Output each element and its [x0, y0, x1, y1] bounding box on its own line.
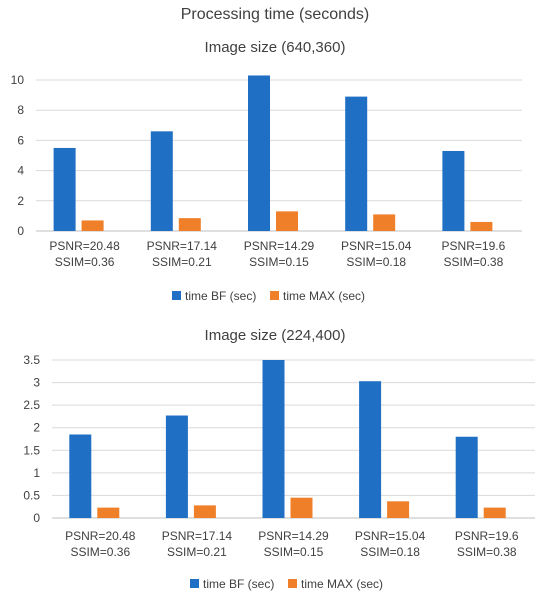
legend-label-time-bf: time BF (sec) — [203, 577, 274, 591]
legend-swatch-time-max — [270, 291, 279, 300]
y-tick-label: 2 — [17, 194, 24, 208]
x-category-label-ssim: SSIM=0.21 — [152, 255, 212, 269]
y-tick-label: 0.5 — [23, 488, 40, 502]
chart-title: Image size (640,360) — [205, 39, 346, 56]
legend-swatch-time-bf — [172, 291, 181, 300]
x-category-label-psnr: PSNR=17.14 — [162, 529, 233, 543]
y-tick-label: 10 — [11, 73, 25, 87]
y-tick-label: 0 — [33, 511, 40, 525]
bar-time-max — [97, 507, 120, 518]
x-category-label-ssim: SSIM=0.18 — [346, 255, 406, 269]
bar-time-max — [290, 497, 313, 518]
x-category-label-psnr: PSNR=15.04 — [341, 239, 412, 253]
legend-label-time-max: time MAX (sec) — [283, 289, 365, 303]
legend-label-time-max: time MAX (sec) — [301, 577, 383, 591]
bar-time-max — [276, 211, 298, 231]
y-tick-label: 2.5 — [23, 398, 40, 412]
y-tick-label: 3 — [33, 376, 40, 390]
x-category-label-ssim: SSIM=0.15 — [249, 255, 309, 269]
x-category-label-psnr: PSNR=19.6 — [455, 529, 519, 543]
x-category-label-psnr: PSNR=15.04 — [355, 529, 426, 543]
x-category-label-psnr: PSNR=20.48 — [65, 529, 136, 543]
bar-time-bf — [262, 360, 285, 518]
y-tick-label: 1 — [33, 466, 40, 480]
bar-time-bf — [53, 147, 76, 231]
legend-label-time-bf: time BF (sec) — [185, 289, 256, 303]
bar-time-max — [193, 505, 216, 518]
x-category-label-psnr: PSNR=19.6 — [442, 239, 506, 253]
bar-time-max — [483, 507, 506, 518]
x-category-label-psnr: PSNR=20.48 — [49, 239, 120, 253]
bar-time-bf — [359, 381, 382, 518]
bar-time-max — [178, 218, 201, 231]
x-category-label-ssim: SSIM=0.15 — [264, 545, 324, 559]
y-tick-label: 8 — [17, 103, 24, 117]
x-category-label-psnr: PSNR=14.29 — [258, 529, 329, 543]
bar-time-max — [387, 501, 410, 518]
y-tick-label: 2 — [33, 421, 40, 435]
x-category-label-ssim: SSIM=0.36 — [70, 545, 130, 559]
bar-time-bf — [165, 415, 188, 518]
y-tick-label: 3.5 — [23, 353, 40, 367]
chart-title: Image size (224,400) — [205, 327, 346, 344]
bar-time-bf — [150, 131, 173, 231]
y-tick-label: 6 — [17, 133, 24, 147]
bar-time-bf — [442, 150, 465, 231]
y-tick-label: 0 — [17, 224, 24, 238]
x-category-label-ssim: SSIM=0.36 — [55, 255, 115, 269]
bar-time-bf — [248, 75, 270, 231]
x-category-label-psnr: PSNR=14.29 — [244, 239, 315, 253]
chart-image-size-224-400: Image size (224,400) 0 0.5 1 1.5 2 2.5 3 3.5 PSNR… — [23, 327, 535, 591]
legend-swatch-time-bf — [190, 579, 199, 588]
chart-image-size-640-360: Image size (640,360) 0 2 4 6 8 10 PSNR=20.48 SSI… — [11, 39, 522, 303]
bar-time-bf — [455, 436, 478, 518]
bar-time-bf — [345, 96, 368, 231]
x-category-label-psnr: PSNR=17.14 — [147, 239, 218, 253]
x-category-label-ssim: SSIM=0.38 — [444, 255, 504, 269]
x-category-label-ssim: SSIM=0.18 — [360, 545, 420, 559]
y-tick-label: 1.5 — [23, 443, 40, 457]
page-title: Processing time (seconds) — [180, 6, 370, 23]
bar-time-max — [81, 220, 104, 231]
x-category-label-ssim: SSIM=0.21 — [167, 545, 227, 559]
y-tick-label: 4 — [17, 164, 24, 178]
x-category-label-ssim: SSIM=0.38 — [457, 545, 517, 559]
bar-time-bf — [69, 434, 92, 518]
bar-time-max — [373, 214, 396, 231]
legend-swatch-time-max — [288, 579, 297, 588]
bar-time-max — [470, 221, 493, 231]
